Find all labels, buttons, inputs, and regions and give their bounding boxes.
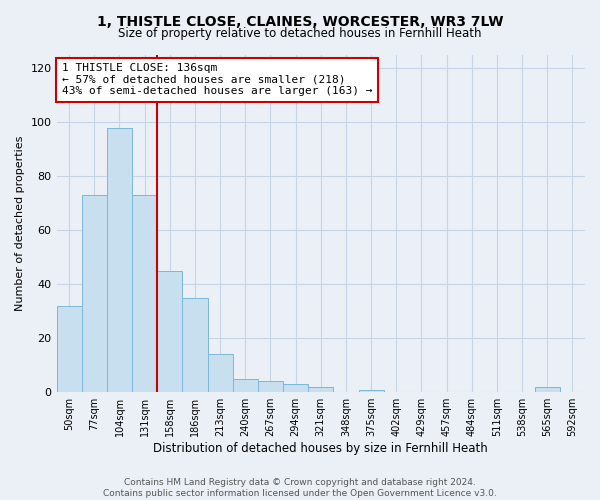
Bar [182,298,208,392]
Bar [258,382,283,392]
Bar [233,378,258,392]
Bar [157,271,182,392]
Bar [283,384,308,392]
X-axis label: Distribution of detached houses by size in Fernhill Heath: Distribution of detached houses by size … [154,442,488,455]
Bar [308,387,334,392]
Bar [132,196,157,392]
Bar [208,354,233,392]
Y-axis label: Number of detached properties: Number of detached properties [15,136,25,312]
Bar [82,196,107,392]
Text: Contains HM Land Registry data © Crown copyright and database right 2024.
Contai: Contains HM Land Registry data © Crown c… [103,478,497,498]
Bar [535,387,560,392]
Bar [107,128,132,392]
Bar [359,390,383,392]
Text: 1, THISTLE CLOSE, CLAINES, WORCESTER, WR3 7LW: 1, THISTLE CLOSE, CLAINES, WORCESTER, WR… [97,15,503,29]
Text: 1 THISTLE CLOSE: 136sqm
← 57% of detached houses are smaller (218)
43% of semi-d: 1 THISTLE CLOSE: 136sqm ← 57% of detache… [62,63,372,96]
Text: Size of property relative to detached houses in Fernhill Heath: Size of property relative to detached ho… [118,28,482,40]
Bar [56,306,82,392]
